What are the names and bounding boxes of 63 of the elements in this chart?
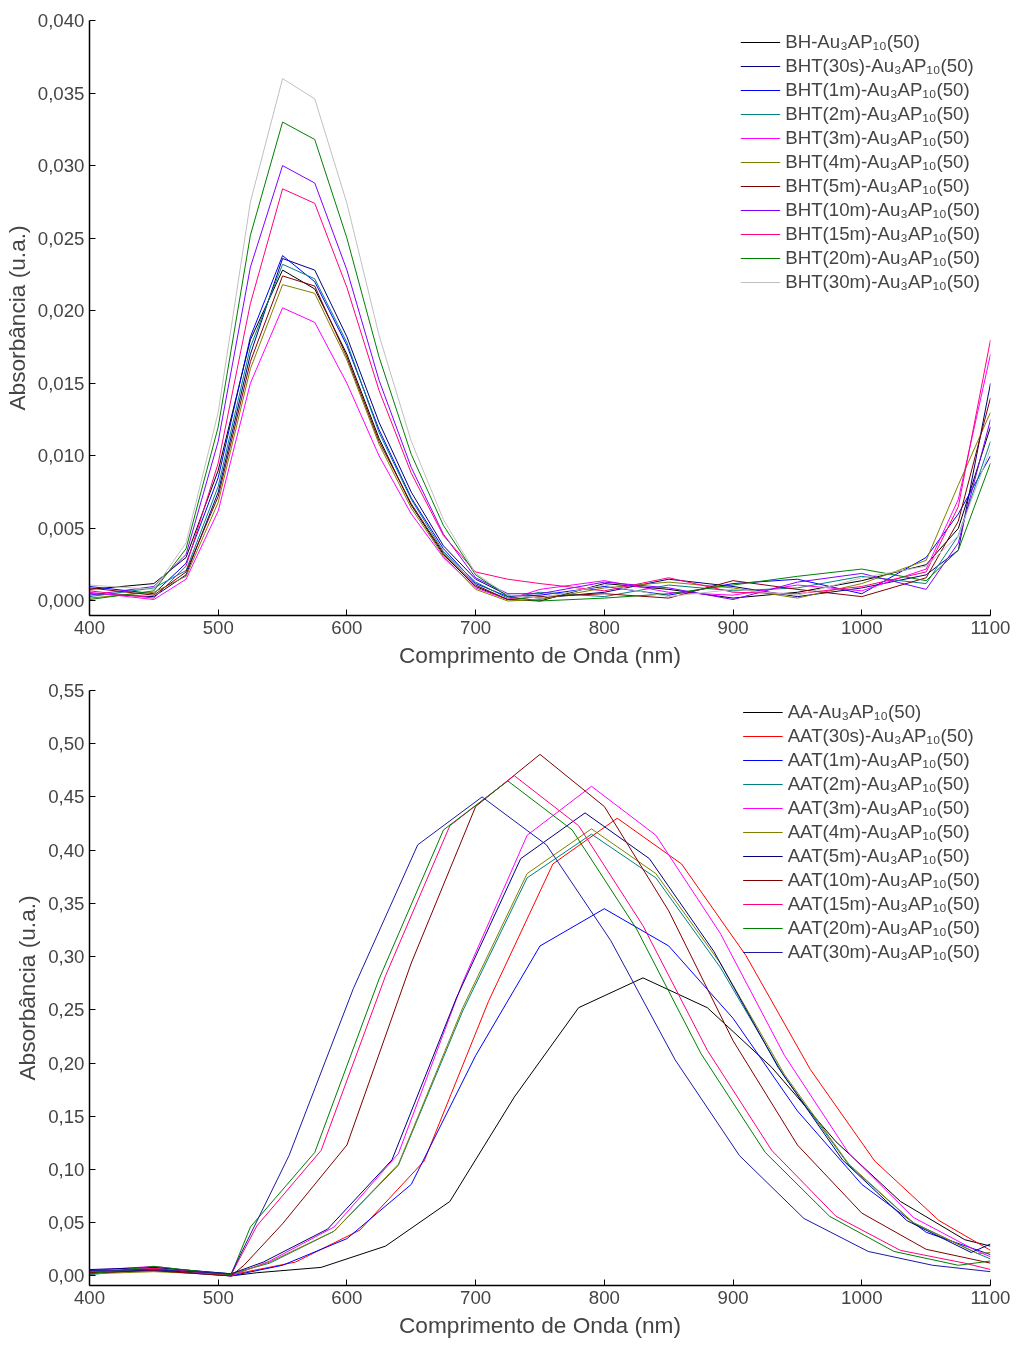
legend-label: BHT(1m)-Au₃AP₁₀(50) xyxy=(785,78,970,102)
legend-label: AA-Au₃AP₁₀(50) xyxy=(787,700,922,724)
legend-label: AAT(1m)-Au₃AP₁₀(50) xyxy=(787,748,970,772)
x-tick-label: 600 xyxy=(331,616,363,638)
y-tick-label: 0,030 xyxy=(37,155,85,177)
y-tick-label: 0,05 xyxy=(48,1212,85,1234)
y-tick-label: 0,35 xyxy=(48,892,85,914)
y-tick-label: 0,020 xyxy=(37,300,85,322)
legend-label: AAT(30m)-Au₃AP₁₀(50) xyxy=(787,940,980,964)
y-axis-title: Absorbância (u.a.) xyxy=(14,895,41,1081)
y-tick-label: 0,010 xyxy=(37,445,85,467)
y-tick-label: 0,40 xyxy=(48,839,85,861)
x-tick-label: 400 xyxy=(73,616,106,638)
x-axis-title: Comprimento de Onda (nm) xyxy=(398,1311,682,1338)
y-tick-label: 0,005 xyxy=(37,517,85,539)
legend-label: BHT(5m)-Au₃AP₁₀(50) xyxy=(785,174,970,198)
y-tick-label: 0,45 xyxy=(48,786,85,808)
legend-label: BHT(30s)-Au₃AP₁₀(50) xyxy=(785,54,974,78)
y-tick-label: 0,10 xyxy=(48,1158,85,1180)
y-tick-label: 0,035 xyxy=(37,82,85,104)
y-tick-label: 0,000 xyxy=(37,590,85,612)
y-tick-label: 0,20 xyxy=(48,1052,85,1074)
x-tick-label: 800 xyxy=(588,616,620,638)
y-tick-label: 0,55 xyxy=(48,680,85,701)
x-tick-label: 900 xyxy=(717,1286,749,1308)
legend-label: BHT(4m)-Au₃AP₁₀(50) xyxy=(785,150,970,174)
y-tick-label: 0,30 xyxy=(48,946,85,968)
legend-label: BHT(10m)-Au₃AP₁₀(50) xyxy=(785,198,980,222)
y-tick-label: 0,015 xyxy=(37,372,85,394)
legend-label: AAT(15m)-Au₃AP₁₀(50) xyxy=(787,892,980,916)
x-tick-label: 1100 xyxy=(970,1286,1011,1308)
legend-label: AAT(5m)-Au₃AP₁₀(50) xyxy=(787,844,970,868)
y-tick-label: 0,025 xyxy=(37,227,85,249)
legend-label: BHT(2m)-Au₃AP₁₀(50) xyxy=(785,102,970,126)
legend-label: BHT(15m)-Au₃AP₁₀(50) xyxy=(785,222,980,246)
legend-label: AAT(30s)-Au₃AP₁₀(50) xyxy=(787,724,974,748)
y-tick-label: 0,15 xyxy=(48,1105,85,1127)
y-axis-title: Absorbância (u.a.) xyxy=(3,225,30,411)
x-tick-label: 1100 xyxy=(970,616,1011,638)
x-tick-label: 600 xyxy=(331,1286,363,1308)
legend-label: BHT(30m)-Au₃AP₁₀(50) xyxy=(785,270,980,294)
x-tick-label: 700 xyxy=(460,1286,492,1308)
x-tick-label: 900 xyxy=(717,616,749,638)
y-tick-label: 0,00 xyxy=(48,1265,85,1287)
legend-label: AAT(20m)-Au₃AP₁₀(50) xyxy=(787,916,980,940)
x-tick-label: 1000 xyxy=(841,616,883,638)
x-tick-label: 800 xyxy=(588,1286,620,1308)
legend-label: BH-Au₃AP₁₀(50) xyxy=(785,30,920,54)
legend-label: AAT(2m)-Au₃AP₁₀(50) xyxy=(787,772,970,796)
legend-label: AAT(4m)-Au₃AP₁₀(50) xyxy=(787,820,970,844)
legend-label: BHT(3m)-Au₃AP₁₀(50) xyxy=(785,126,970,150)
legend-label: AAT(3m)-Au₃AP₁₀(50) xyxy=(787,796,970,820)
x-tick-label: 700 xyxy=(460,616,492,638)
y-tick-label: 0,50 xyxy=(48,733,85,755)
y-tick-label: 0,040 xyxy=(37,10,85,31)
x-axis-title: Comprimento de Onda (nm) xyxy=(398,641,682,668)
x-tick-label: 1000 xyxy=(841,1286,883,1308)
x-tick-label: 500 xyxy=(202,1286,234,1308)
legend-label: AAT(10m)-Au₃AP₁₀(50) xyxy=(787,868,980,892)
y-tick-label: 0,25 xyxy=(48,999,85,1021)
legend-label: BHT(20m)-Au₃AP₁₀(50) xyxy=(785,246,980,270)
x-tick-label: 500 xyxy=(202,616,234,638)
x-tick-label: 400 xyxy=(73,1286,106,1308)
